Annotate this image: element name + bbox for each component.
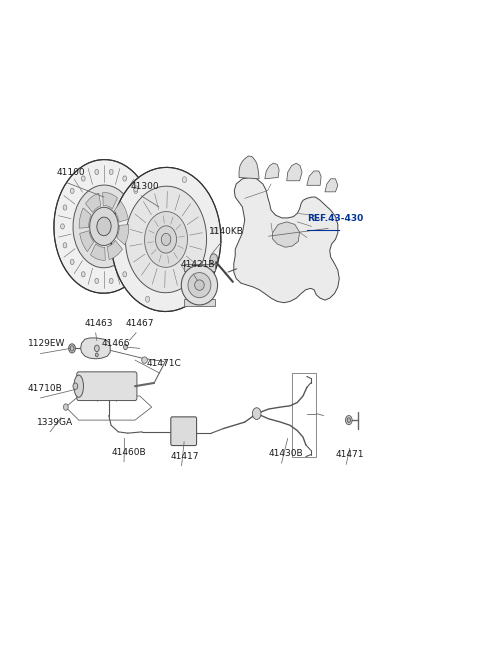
Ellipse shape <box>63 243 67 248</box>
Ellipse shape <box>95 345 99 352</box>
Ellipse shape <box>70 259 74 265</box>
Ellipse shape <box>141 243 145 248</box>
Ellipse shape <box>63 404 68 410</box>
Wedge shape <box>114 201 128 222</box>
Text: 41417: 41417 <box>171 451 199 460</box>
Ellipse shape <box>54 160 154 293</box>
Ellipse shape <box>252 407 261 419</box>
Polygon shape <box>184 299 215 306</box>
Ellipse shape <box>95 278 99 284</box>
Text: 41300: 41300 <box>130 181 159 191</box>
Ellipse shape <box>145 296 150 302</box>
Text: 41471: 41471 <box>336 450 364 459</box>
Ellipse shape <box>161 233 171 246</box>
Polygon shape <box>184 264 215 271</box>
Ellipse shape <box>95 169 99 174</box>
Text: 1339GA: 1339GA <box>37 418 73 426</box>
Text: 1140KB: 1140KB <box>209 227 244 236</box>
Wedge shape <box>107 240 122 259</box>
Text: 41463: 41463 <box>85 318 113 328</box>
Polygon shape <box>273 222 300 248</box>
Ellipse shape <box>210 253 217 264</box>
Ellipse shape <box>73 383 78 390</box>
Ellipse shape <box>115 246 120 252</box>
Ellipse shape <box>125 186 206 293</box>
Ellipse shape <box>97 217 111 236</box>
Ellipse shape <box>73 185 135 268</box>
Ellipse shape <box>188 272 211 297</box>
Text: 41421B: 41421B <box>180 260 215 269</box>
Polygon shape <box>265 163 279 179</box>
Ellipse shape <box>74 375 84 398</box>
Ellipse shape <box>141 205 145 210</box>
Text: 1129EW: 1129EW <box>28 339 65 348</box>
Text: 41710B: 41710B <box>28 384 62 393</box>
Polygon shape <box>234 178 339 303</box>
Ellipse shape <box>134 259 138 265</box>
Ellipse shape <box>194 288 198 293</box>
Ellipse shape <box>90 208 118 246</box>
Ellipse shape <box>60 224 64 229</box>
Ellipse shape <box>142 357 147 364</box>
Ellipse shape <box>111 168 221 312</box>
Ellipse shape <box>96 353 98 357</box>
Ellipse shape <box>70 346 74 351</box>
Wedge shape <box>79 208 91 228</box>
Polygon shape <box>287 163 302 181</box>
Text: 41466: 41466 <box>102 339 130 348</box>
Ellipse shape <box>81 272 85 277</box>
Ellipse shape <box>81 176 85 181</box>
FancyBboxPatch shape <box>77 372 137 401</box>
Ellipse shape <box>109 169 113 174</box>
Ellipse shape <box>69 344 75 353</box>
Ellipse shape <box>144 212 188 267</box>
Ellipse shape <box>181 265 217 305</box>
Ellipse shape <box>123 345 127 350</box>
Ellipse shape <box>182 177 187 183</box>
Text: 41467: 41467 <box>125 318 154 328</box>
Ellipse shape <box>109 278 113 284</box>
Ellipse shape <box>123 176 127 181</box>
Polygon shape <box>325 179 338 192</box>
Ellipse shape <box>213 227 217 233</box>
Polygon shape <box>307 171 321 185</box>
Wedge shape <box>103 193 118 209</box>
Text: 41471C: 41471C <box>147 359 182 368</box>
Ellipse shape <box>63 205 67 210</box>
Wedge shape <box>80 231 94 252</box>
Ellipse shape <box>70 188 74 193</box>
Wedge shape <box>117 225 129 245</box>
Text: 41100: 41100 <box>56 168 85 178</box>
Polygon shape <box>239 156 259 179</box>
Ellipse shape <box>123 272 127 277</box>
Text: 41430B: 41430B <box>269 449 303 458</box>
Text: REF.43-430: REF.43-430 <box>307 214 363 223</box>
Wedge shape <box>85 193 101 212</box>
Ellipse shape <box>346 415 352 424</box>
Ellipse shape <box>133 186 138 191</box>
Ellipse shape <box>195 280 204 290</box>
FancyBboxPatch shape <box>171 417 197 445</box>
Text: 41460B: 41460B <box>111 447 146 457</box>
Ellipse shape <box>156 226 177 253</box>
Wedge shape <box>90 244 105 260</box>
Ellipse shape <box>144 224 147 229</box>
Polygon shape <box>81 338 110 359</box>
Ellipse shape <box>134 188 138 193</box>
Ellipse shape <box>347 418 350 422</box>
